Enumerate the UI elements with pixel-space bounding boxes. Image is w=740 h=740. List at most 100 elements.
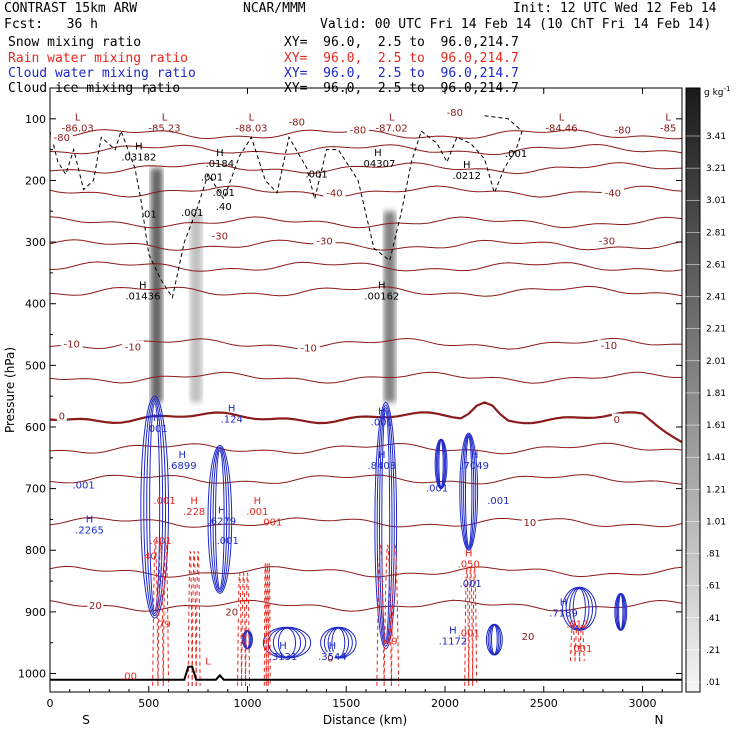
contour-label: .001 [153,496,175,507]
rain-water-contour [187,551,193,686]
temp-label-bg [325,652,336,664]
extremum-value: .050 [458,559,480,570]
x-tick-label: 2500 [530,697,558,710]
isotherm-line [50,216,682,229]
extremum-marker: L [389,113,395,124]
contour-label: .40 [216,202,232,213]
temp-label: -40 [326,188,342,199]
rain-water-contour [152,541,159,686]
temp-label-bg [443,106,466,118]
rain-water-contour [267,563,271,686]
temp-label-bg [611,123,634,135]
rain-water-contour [376,544,385,686]
extremum-value: -87.02 [376,124,408,135]
temp-label-bg [121,340,144,352]
temp-label-bg [223,605,240,617]
temp-label-bg [50,131,73,143]
isotherm-line [50,371,682,384]
colorbar-tick-label: .61 [706,582,720,592]
y-axis-label: Pressure (hPa) [3,347,17,433]
extremum-value: .124 [221,415,243,426]
contour-label: .012 [566,619,588,630]
extremum-marker: H [218,505,226,516]
extremum-value: .3544 [318,652,347,663]
temp-label: -10 [64,339,80,350]
contour-label: .001 [181,208,203,219]
cloud-water-contour [210,446,230,593]
field-label-cloud-water: Cloud water mixing ratio [8,66,196,81]
temp-label: 20 [225,607,238,618]
extremum-value: .6899 [168,461,197,472]
extremum-value: .001 [371,418,393,429]
field-xy-cloud-water: XY= 96.0, 2.5 to 96.0,214.7 [284,66,519,81]
cloud-water-contour [146,400,164,614]
colorbar-tick-label: 2.61 [706,260,726,270]
extremum-marker: H [386,625,394,636]
y-tick-label: 400 [25,298,46,311]
contour-label: .001 [201,172,223,183]
temp-label: 0 [59,411,65,422]
y-tick-label: 800 [25,544,46,557]
colorbar-tick-label: .81 [706,550,720,560]
temp-label-bg [519,630,536,642]
cloud-water-contour [381,409,391,642]
contour-label: .001 [426,484,448,495]
isotherm-line [50,162,682,175]
rain-water-contour [265,563,269,686]
cloud-water-contour [245,630,250,649]
temp-label: -10 [125,342,141,353]
cloud-water-contour [435,439,447,489]
contour-label: .001 [72,481,94,492]
temp-label: -80 [350,125,366,136]
extremum-value: .7049 [460,461,489,472]
temp-label: -40 [605,188,621,199]
cloud-water-contour [212,448,228,591]
extremum-value: .6279 [208,516,237,527]
cloud-water-contour [376,404,395,647]
endpoint-left: S [82,713,90,727]
field-label-snow: Snow mixing ratio [8,35,142,50]
extremum-marker: H [135,142,143,153]
colorbar-tick-label: 1.81 [706,389,726,399]
colorbar-tick-label: .01 [706,678,720,688]
isotherm-line [50,185,682,198]
cloud-water-contour [434,438,448,490]
cloud-water-contour [614,592,628,631]
extremum-marker: H [216,148,224,159]
temp-label-bg [595,234,618,246]
cloud-water-contour [572,588,586,630]
y-tick-label: 700 [25,483,46,496]
plot-frame [49,87,683,693]
temp-label-bg [347,123,370,135]
contour-label: .001 [460,579,482,590]
temp-label: 20 [89,601,102,612]
extremum-marker: L [205,656,211,667]
extremum-value: .8408 [367,461,396,472]
extremum-marker: H [374,148,382,159]
rain-water-contour [472,566,478,686]
contour-label: .001 [305,169,327,180]
temp-label-bg [597,339,620,351]
temp-label: 0 [614,415,620,426]
colorbar-tick-label: 3.01 [706,196,726,206]
x-tick-label: 0 [47,697,54,710]
temp-label-bg [297,342,320,354]
extremum-value: .3131 [269,652,298,663]
temp-label: -80 [54,133,70,144]
forecast-hour: Fcst: 36 h [4,17,98,32]
x-tick-label: 1500 [332,697,360,710]
colorbar-tick-label: .41 [706,614,720,624]
cloud-water-contour [277,627,297,658]
extremum-marker: L [665,113,671,124]
init-time: Init: 12 UTC Wed 12 Feb 14 [513,1,717,16]
contour-label: .001 [570,644,592,655]
rain-water-contour [191,551,197,686]
extremum-value: .228 [183,507,205,518]
extremum-marker: H [378,407,386,418]
colorbar-tick-label: 2.41 [706,293,726,303]
extremum-value: .001 [146,424,168,435]
rain-water-contour [574,624,581,662]
temp-label-bg [285,115,308,127]
rain-water-contour [579,624,585,662]
cloud-water-contour [143,398,167,617]
